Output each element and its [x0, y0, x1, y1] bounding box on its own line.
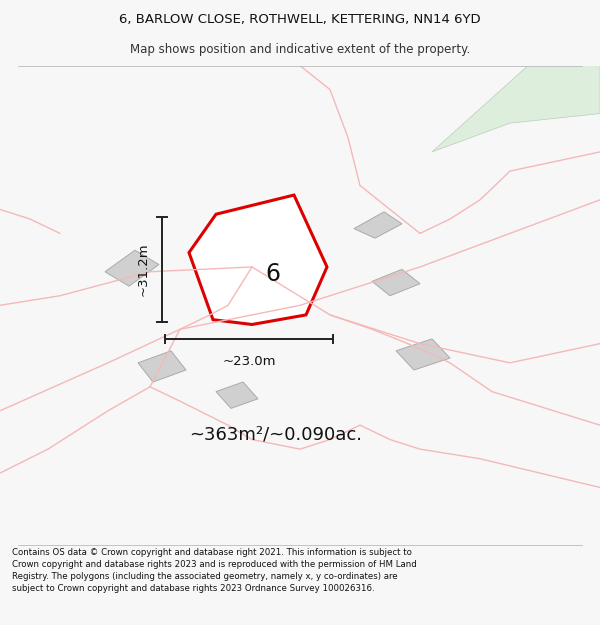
Text: ~31.2m: ~31.2m: [136, 242, 149, 296]
Polygon shape: [372, 269, 420, 296]
Polygon shape: [216, 382, 258, 408]
Polygon shape: [105, 250, 159, 286]
Text: Contains OS data © Crown copyright and database right 2021. This information is : Contains OS data © Crown copyright and d…: [12, 548, 417, 592]
Polygon shape: [354, 212, 402, 238]
Text: Map shows position and indicative extent of the property.: Map shows position and indicative extent…: [130, 42, 470, 56]
Text: 6, BARLOW CLOSE, ROTHWELL, KETTERING, NN14 6YD: 6, BARLOW CLOSE, ROTHWELL, KETTERING, NN…: [119, 13, 481, 26]
Polygon shape: [219, 229, 261, 255]
Polygon shape: [432, 66, 600, 152]
Text: ~363m²/~0.090ac.: ~363m²/~0.090ac.: [190, 426, 362, 444]
Polygon shape: [138, 351, 186, 382]
Polygon shape: [396, 339, 450, 370]
Text: 6: 6: [265, 262, 281, 286]
Text: ~23.0m: ~23.0m: [222, 356, 276, 368]
Polygon shape: [189, 195, 327, 324]
